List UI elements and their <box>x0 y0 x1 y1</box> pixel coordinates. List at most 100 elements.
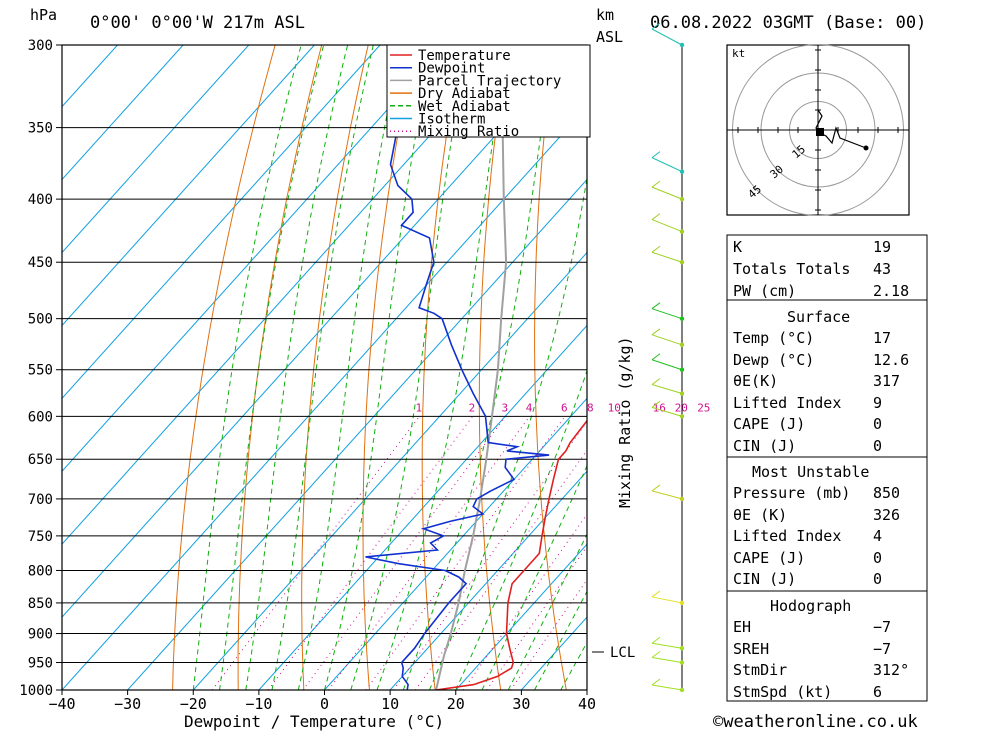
isotherm-line <box>324 397 587 690</box>
wind-barb-flag <box>651 636 661 644</box>
wind-level-dot <box>679 367 685 372</box>
copyright-link[interactable]: ©weatheronline.co.uk <box>713 712 918 732</box>
dry-adiabat-line <box>925 27 1000 690</box>
wind-barb-flag <box>651 302 661 310</box>
wind-level-dot <box>679 600 685 606</box>
wind-barb <box>651 186 683 200</box>
legend-entry: Parcel Trajectory <box>418 73 561 89</box>
pressure-tick-label: 900 <box>28 627 53 643</box>
wind-barb-flag <box>651 180 661 188</box>
hodo-eh-label: EH <box>733 618 751 636</box>
hodograph-unit: kt <box>732 47 745 60</box>
wind-profile: LCL <box>592 22 685 693</box>
wind-level-dot <box>679 229 685 234</box>
dry-adiabat-line <box>172 45 276 690</box>
hodo-stmspd-value: 6 <box>873 683 882 701</box>
hodo-title: Hodograph <box>770 597 851 615</box>
isotherm-line <box>62 105 587 690</box>
pressure-tick-label: 650 <box>28 452 53 468</box>
legend-entry: Temperature <box>418 48 511 64</box>
surface-cin-value: 0 <box>873 437 882 455</box>
hodo-stmdir-label: StmDir <box>733 661 787 679</box>
wind-barb-flag <box>651 245 661 253</box>
dry-adiabat-line <box>362 45 416 690</box>
isobar-lines <box>62 44 587 691</box>
wind-level-dot <box>679 496 685 502</box>
surface-thetae-label: θE(K) <box>733 372 778 390</box>
wind-barb <box>651 334 683 346</box>
legend-entry: Dewpoint <box>418 61 485 77</box>
profile-lines <box>365 45 587 690</box>
surface-thetae-value: 317 <box>873 372 900 390</box>
mu-cin-value: 0 <box>873 570 882 588</box>
wind-level-dot <box>679 646 685 651</box>
wind-barb-flag <box>651 484 661 492</box>
km-label: km <box>596 6 614 24</box>
hodo-trace <box>815 109 867 149</box>
mixing-ratio-line <box>393 420 587 690</box>
mixing-ratio-label: 25 <box>697 401 710 414</box>
wind-level-dot <box>679 687 685 693</box>
hodograph: kt 15 30 45 <box>726 44 910 216</box>
mixing-ratio-label: 4 <box>526 401 533 414</box>
dry-adiabat-line <box>534 45 567 690</box>
wind-barb <box>651 684 683 691</box>
index-pw-label: PW (cm) <box>733 282 796 300</box>
wind-level-dot <box>679 260 685 265</box>
wind-barb <box>651 642 683 649</box>
pressure-tick-label: 450 <box>28 255 53 271</box>
hodo-sreh-value: −7 <box>873 640 891 658</box>
surface-li-value: 9 <box>873 394 882 412</box>
dry-adiabat-line <box>640 27 698 690</box>
wind-barb <box>651 308 683 320</box>
temperature-tick-label: 0 <box>320 695 329 713</box>
pressure-tick-label: 500 <box>28 312 53 328</box>
mixing-ratio-label: 1 <box>416 401 423 414</box>
mu-pressure-value: 850 <box>873 484 900 502</box>
wind-barb <box>651 657 683 664</box>
pressure-tick-label: 850 <box>28 596 53 612</box>
index-tt-label: Totals Totals <box>733 260 850 278</box>
isotherm-line <box>62 45 315 327</box>
pressure-tick-label: 400 <box>28 192 53 208</box>
wet-adiabat-line <box>534 590 587 690</box>
wind-level-dot <box>679 42 685 48</box>
mu-thetae-label: θE (K) <box>733 506 787 524</box>
legend-entry: Mixing Ratio <box>418 124 519 140</box>
surface-title: Surface <box>787 308 850 326</box>
wind-barb-flag <box>651 378 661 385</box>
wind-level-dot <box>679 414 685 419</box>
plot-frame <box>61 44 588 691</box>
wind-barb-flag <box>651 651 661 658</box>
mixing-ratio-labels: 1 2 3 4 6 8 10 16 20 25 <box>416 401 711 414</box>
dry-adiabat-line <box>478 45 509 690</box>
surface-temp-value: 17 <box>873 329 891 347</box>
wind-barb-flag <box>651 678 661 686</box>
pressure-tick-label: 950 <box>28 656 53 672</box>
pressure-tick-label: 550 <box>28 363 53 379</box>
mixing-ratio-label: 8 <box>587 401 594 414</box>
temperature-line <box>435 419 587 690</box>
wind-barb-flag <box>651 328 661 336</box>
wind-barb <box>651 384 683 395</box>
temperature-tick-label: 20 <box>447 695 465 713</box>
mu-pressure-label: Pressure (mb) <box>733 484 850 502</box>
mixing-ratio-line <box>414 449 587 690</box>
wet-adiabat-line <box>192 45 302 690</box>
surface-cin-label: CIN (J) <box>733 437 796 455</box>
temperature-tick-label: −30 <box>114 695 141 713</box>
isotherm-line <box>258 324 587 690</box>
legend-entry: Dry Adiabat <box>418 86 511 102</box>
hodo-stmspd-label: StmSpd (kt) <box>733 683 832 701</box>
hodo-eh-value: −7 <box>873 618 891 636</box>
isotherm-line <box>62 45 250 254</box>
wet-adiabat-line <box>481 464 587 690</box>
hodo-stmdir-value: 312° <box>873 661 909 679</box>
wind-level-dot <box>679 391 685 396</box>
temperature-tick-label: 40 <box>578 695 596 713</box>
datetime: 06.08.2022 03GMT (Base: 00) <box>650 13 926 33</box>
mixing-ratio-line <box>328 416 531 690</box>
hodo-end-dot <box>863 145 869 151</box>
mu-li-value: 4 <box>873 527 882 545</box>
